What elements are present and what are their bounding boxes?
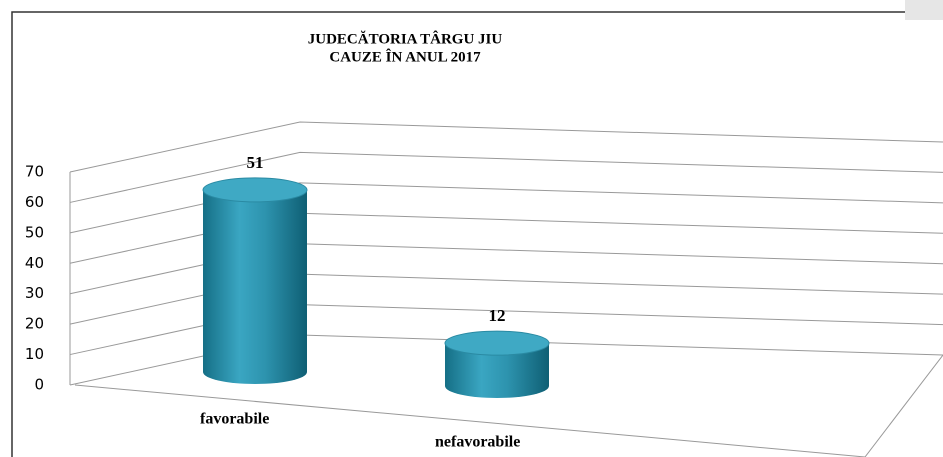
y-tick-label: 10 [25,345,44,363]
chart-subtitle: CAUZE ÎN ANUL 2017 [329,48,481,65]
y-tick-label: 40 [25,254,44,272]
data-label: 12 [489,306,506,325]
bar [203,189,307,384]
y-tick-label: 0 [34,376,44,394]
bar-top [444,330,550,356]
bar [445,343,549,398]
grid-line [69,151,943,203]
x-tick-label: favorabile [200,411,269,428]
data-label: 51 [247,153,264,172]
chart-title: JUDECĂTORIA TÂRGU JIU [308,30,503,47]
y-tick-label: 70 [25,163,44,181]
side-edge [864,354,943,457]
grid-line [69,121,943,173]
y-tick-label: 30 [25,284,44,302]
bar-top [202,177,308,203]
y-tick-label: 60 [25,193,44,211]
corner-block [905,0,943,20]
grid-line [69,182,943,234]
x-tick-label: nefavorabile [435,434,520,451]
y-tick-label: 20 [25,315,44,333]
y-tick-label: 50 [25,223,44,241]
floor-edge [74,384,866,457]
